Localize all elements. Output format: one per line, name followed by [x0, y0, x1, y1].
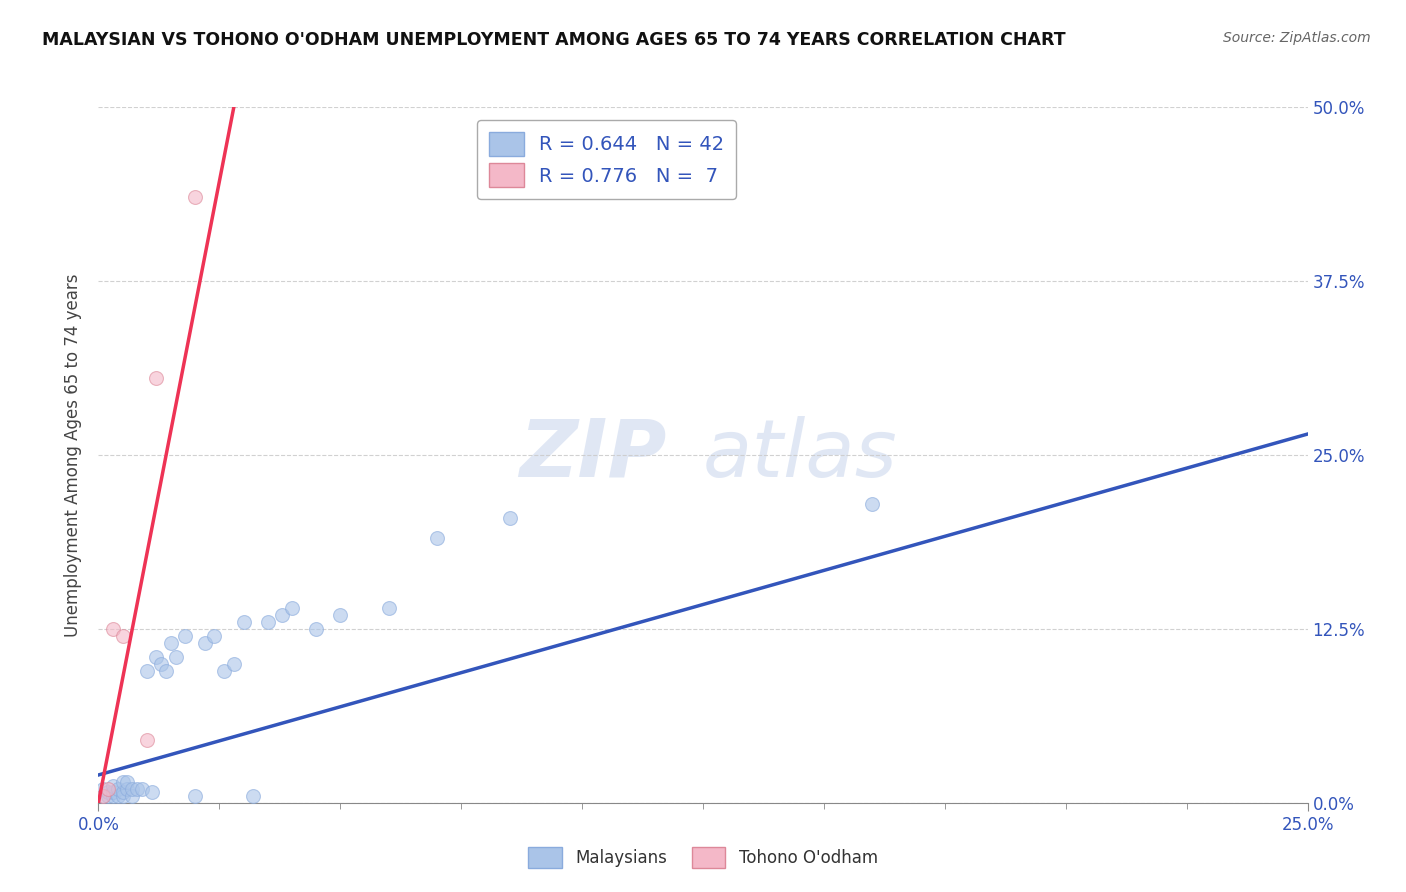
Point [121, 789, 143, 803]
Legend: Malaysians, Tohono O'odham: Malaysians, Tohono O'odham [522, 841, 884, 874]
Point [271, 607, 294, 622]
Point [131, 781, 153, 796]
Point [232, 615, 254, 629]
Point [91, 781, 114, 796]
Point [111, 629, 134, 643]
Text: atlas: atlas [703, 416, 898, 494]
Point [101, 779, 124, 793]
Point [174, 629, 197, 643]
Point [107, 789, 129, 803]
Point [135, 664, 157, 678]
Point [101, 785, 124, 799]
Point [860, 497, 883, 511]
Point [150, 657, 173, 671]
Point [184, 190, 207, 204]
Point [97, 781, 120, 796]
Point [204, 629, 226, 643]
Text: ZIP: ZIP [519, 416, 666, 494]
Point [111, 789, 134, 803]
Point [91, 789, 114, 803]
Point [117, 781, 139, 796]
Point [155, 664, 177, 678]
Point [111, 785, 134, 799]
Point [160, 636, 183, 650]
Text: MALAYSIAN VS TOHONO O'ODHAM UNEMPLOYMENT AMONG AGES 65 TO 74 YEARS CORRELATION C: MALAYSIAN VS TOHONO O'ODHAM UNEMPLOYMENT… [42, 31, 1066, 49]
Point [329, 607, 352, 622]
Point [184, 789, 207, 803]
Point [377, 601, 399, 615]
Point [97, 789, 120, 803]
Text: Source: ZipAtlas.com: Source: ZipAtlas.com [1223, 31, 1371, 45]
Point [97, 785, 120, 799]
Point [145, 649, 167, 664]
Point [281, 601, 304, 615]
Point [256, 615, 278, 629]
Point [117, 775, 139, 789]
Point [121, 781, 143, 796]
Point [111, 775, 134, 789]
Point [141, 785, 163, 799]
Point [101, 789, 124, 803]
Point [165, 649, 187, 664]
Point [91, 789, 114, 803]
Point [498, 510, 520, 524]
Point [426, 532, 449, 546]
Point [305, 622, 328, 636]
Point [101, 622, 124, 636]
Y-axis label: Unemployment Among Ages 65 to 74 years: Unemployment Among Ages 65 to 74 years [65, 273, 83, 637]
Point [194, 636, 217, 650]
Point [145, 371, 167, 385]
Point [242, 789, 264, 803]
Point [127, 781, 149, 796]
Point [222, 657, 245, 671]
Point [135, 733, 157, 747]
Point [212, 664, 235, 678]
Point [107, 781, 129, 796]
